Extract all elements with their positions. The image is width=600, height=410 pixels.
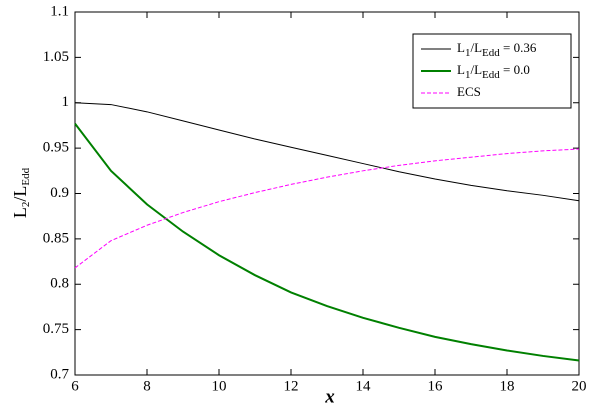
x-tick-label: 16 xyxy=(428,378,444,394)
x-tick-label: 18 xyxy=(500,378,515,394)
legend-label: L1/LEdd = 0.0 xyxy=(457,62,530,81)
y-tick-label: 0.95 xyxy=(43,140,69,156)
x-axis-label: x xyxy=(324,386,335,407)
legend-label: L1/LEdd = 0.36 xyxy=(457,40,537,59)
y-tick-label: 0.85 xyxy=(43,230,69,246)
y-tick-label: 0.7 xyxy=(50,366,69,382)
y-tick-label: 0.8 xyxy=(50,276,69,292)
y-tick-label: 1.05 xyxy=(43,49,69,65)
y-tick-label: 0.9 xyxy=(50,185,69,201)
y-tick-label: 1 xyxy=(62,94,70,110)
x-tick-label: 14 xyxy=(356,378,372,394)
y-tick-label: 0.75 xyxy=(43,321,69,337)
y-axis-label: L2/LEdd xyxy=(10,167,31,218)
legend-box xyxy=(412,33,572,109)
x-tick-label: 20 xyxy=(572,378,587,394)
series-line xyxy=(74,123,580,362)
x-tick-label: 6 xyxy=(71,378,79,394)
series-line xyxy=(74,102,580,202)
legend-label: ECS xyxy=(457,84,481,99)
series-line xyxy=(74,148,580,269)
x-tick-label: 8 xyxy=(143,378,151,394)
x-tick-label: 10 xyxy=(212,378,227,394)
x-tick-label: 12 xyxy=(284,378,299,394)
y-tick-label: 1.1 xyxy=(50,3,69,19)
